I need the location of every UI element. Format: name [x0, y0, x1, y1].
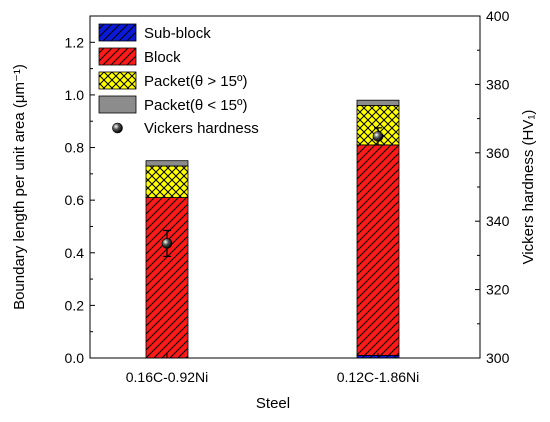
- x-axis-title: Steel: [256, 395, 290, 412]
- bar-segment-3-1: [357, 100, 399, 105]
- x-tick-label: 0.16C-0.92Ni: [126, 369, 209, 385]
- legend-swatch-3: [99, 96, 136, 113]
- hardness-point-0: [162, 238, 172, 248]
- right-tick-label: 320: [486, 282, 510, 298]
- legend-label: Block: [144, 49, 181, 66]
- left-tick-label: 0.8: [65, 140, 85, 156]
- legend-hardness-marker: [113, 123, 123, 133]
- legend-label: Packet(θ < 15º): [144, 97, 247, 114]
- bar-hatch-2-0: [146, 166, 188, 198]
- left-axis-title: Boundary length per unit area (μm⁻¹): [11, 64, 28, 310]
- bar-hatch-1-0: [146, 198, 188, 358]
- bar-segment-3-0: [146, 161, 188, 166]
- legend-swatch-hatch-0: [99, 24, 136, 41]
- left-tick-label: 1.2: [65, 34, 85, 50]
- right-tick-label: 360: [486, 145, 510, 161]
- x-tick-label: 0.12C-1.86Ni: [337, 369, 420, 385]
- left-tick-label: 0.6: [65, 192, 85, 208]
- left-tick-label: 1.0: [65, 87, 85, 103]
- left-tick-label: 0.2: [65, 297, 85, 313]
- right-tick-label: 300: [486, 350, 510, 366]
- legend-label: Packet(θ > 15º): [144, 73, 247, 90]
- legend-label: Sub-block: [144, 25, 211, 42]
- right-tick-label: 400: [486, 8, 510, 24]
- right-tick-label: 340: [486, 213, 510, 229]
- right-axis-title: Vickers hardness (HV₁): [520, 110, 537, 265]
- legend-label: Vickers hardness: [144, 120, 259, 137]
- legend-swatch-hatch-2: [99, 72, 136, 89]
- left-tick-label: 0.4: [65, 245, 85, 261]
- right-tick-label: 380: [486, 76, 510, 92]
- legend-swatch-hatch-1: [99, 48, 136, 65]
- hardness-point-1: [373, 131, 383, 141]
- bar-hatch-1-1: [357, 145, 399, 355]
- left-tick-label: 0.0: [65, 350, 85, 366]
